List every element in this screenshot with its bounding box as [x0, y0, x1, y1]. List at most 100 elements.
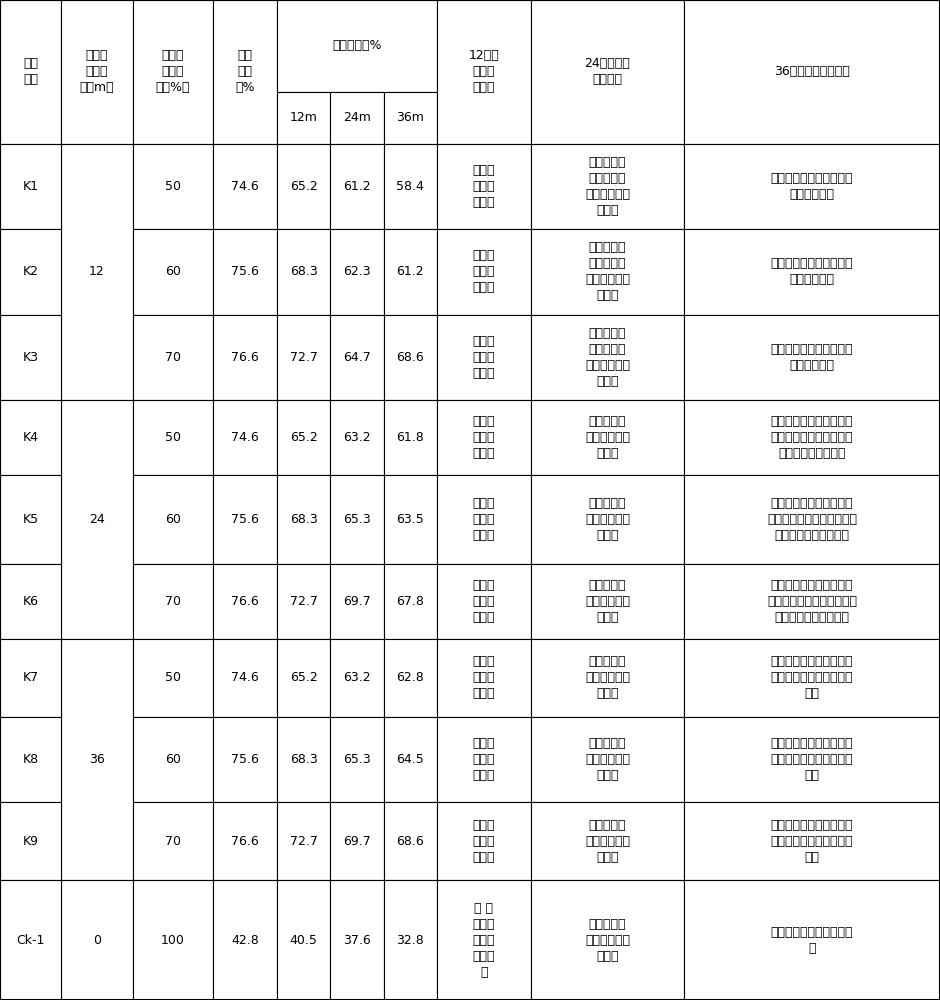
Bar — [531, 475, 684, 564]
Bar — [330, 315, 384, 400]
Text: 65.2: 65.2 — [290, 671, 318, 684]
Bar — [531, 717, 684, 802]
Text: K1: K1 — [23, 180, 39, 193]
Bar — [212, 0, 277, 144]
Bar — [212, 717, 277, 802]
Text: K9: K9 — [23, 835, 39, 848]
Text: 成苗率进一步降低，种苗
生物量积累少: 成苗率进一步降低，种苗 生物量积累少 — [771, 257, 854, 286]
Bar — [384, 639, 437, 717]
Bar — [684, 564, 940, 639]
Text: 61.2: 61.2 — [343, 180, 370, 193]
Text: 76.6: 76.6 — [231, 595, 259, 608]
Text: 62.8: 62.8 — [397, 671, 424, 684]
Bar — [437, 315, 531, 400]
Bar — [0, 400, 61, 475]
Text: 50: 50 — [164, 671, 180, 684]
Text: 12: 12 — [89, 265, 105, 278]
Bar — [61, 639, 133, 880]
Text: 75.6: 75.6 — [231, 513, 259, 526]
Bar — [531, 880, 684, 1000]
Bar — [330, 639, 384, 717]
Text: 70: 70 — [164, 351, 180, 364]
Bar — [0, 564, 61, 639]
Text: 64.5: 64.5 — [397, 753, 424, 766]
Bar — [61, 880, 133, 1000]
Bar — [384, 717, 437, 802]
Bar — [531, 400, 684, 475]
Text: 50: 50 — [164, 431, 180, 444]
Text: 74.6: 74.6 — [231, 671, 259, 684]
Text: 76.6: 76.6 — [231, 835, 259, 848]
Bar — [684, 144, 940, 229]
Bar — [212, 802, 277, 880]
Bar — [437, 880, 531, 1000]
Bar — [531, 802, 684, 880]
Text: 100: 100 — [161, 934, 185, 947]
Bar — [0, 802, 61, 880]
Bar — [684, 315, 940, 400]
Bar — [330, 229, 384, 315]
Text: 67.8: 67.8 — [396, 595, 424, 608]
Text: 24m: 24m — [343, 111, 371, 124]
Text: K2: K2 — [23, 265, 39, 278]
Text: 64.7: 64.7 — [343, 351, 370, 364]
Text: 存活率较对
照高，地上部
分发达: 存活率较对 照高，地上部 分发达 — [585, 655, 630, 700]
Text: 63.2: 63.2 — [343, 431, 370, 444]
Bar — [0, 717, 61, 802]
Text: 65.3: 65.3 — [343, 753, 370, 766]
Bar — [531, 564, 684, 639]
Bar — [133, 802, 212, 880]
Text: 74.6: 74.6 — [231, 431, 259, 444]
Text: 成活率
高，出
苗整齐: 成活率 高，出 苗整齐 — [473, 335, 495, 380]
Bar — [212, 880, 277, 1000]
Bar — [133, 880, 212, 1000]
Text: K3: K3 — [23, 351, 39, 364]
Bar — [330, 564, 384, 639]
Text: 成 活
低，地
上茎叶
生物量
低: 成 活 低，地 上茎叶 生物量 低 — [473, 902, 495, 979]
Bar — [437, 717, 531, 802]
Text: 63.5: 63.5 — [397, 513, 424, 526]
Bar — [277, 802, 330, 880]
Bar — [437, 564, 531, 639]
Text: 成苗率进一步降低，种苗
生物量积累少: 成苗率进一步降低，种苗 生物量积累少 — [771, 343, 854, 372]
Text: 12个月
后苗生
长状况: 12个月 后苗生 长状况 — [468, 49, 499, 94]
Bar — [61, 0, 133, 144]
Text: 50: 50 — [164, 180, 180, 193]
Text: 存活率较对照高，地上部
分较发达，地下生物量积
累低: 存活率较对照高，地上部 分较发达，地下生物量积 累低 — [771, 819, 854, 864]
Bar — [330, 400, 384, 475]
Text: 存活率进一
步降低，地上
生物量: 存活率进一 步降低，地上 生物量 — [585, 918, 630, 963]
Bar — [212, 639, 277, 717]
Text: 存活率较其
他处理组降
低，地下生物
量增多: 存活率较其 他处理组降 低，地下生物 量增多 — [585, 241, 630, 302]
Bar — [277, 315, 330, 400]
Bar — [330, 802, 384, 880]
Bar — [212, 315, 277, 400]
Text: 68.3: 68.3 — [290, 265, 318, 278]
Text: 种苗成活率%: 种苗成活率% — [332, 39, 382, 52]
Bar — [133, 717, 212, 802]
Text: 成苗率进一步降低，种苗
生物量积累少: 成苗率进一步降低，种苗 生物量积累少 — [771, 172, 854, 201]
Text: 存活率较对
照高，地上部
分发达: 存活率较对 照高，地上部 分发达 — [585, 579, 630, 624]
Bar — [384, 400, 437, 475]
Bar — [531, 229, 684, 315]
Text: 存活率较对
照高，地上部
分发达: 存活率较对 照高，地上部 分发达 — [585, 737, 630, 782]
Text: 68.3: 68.3 — [290, 513, 318, 526]
Bar — [212, 564, 277, 639]
Text: 成活率
高，出
苗整齐: 成活率 高，出 苗整齐 — [473, 655, 495, 700]
Text: Ck-1: Ck-1 — [16, 934, 45, 947]
Bar — [212, 475, 277, 564]
Bar — [384, 802, 437, 880]
Text: 成活率
高，出
苗整齐: 成活率 高，出 苗整齐 — [473, 819, 495, 864]
Bar — [384, 475, 437, 564]
Bar — [0, 315, 61, 400]
Text: 58.4: 58.4 — [396, 180, 424, 193]
Bar — [684, 0, 940, 144]
Bar — [0, 0, 61, 144]
Bar — [0, 144, 61, 229]
Text: K4: K4 — [23, 431, 39, 444]
Text: 存活率较其
他处理组降
低，地下生物
量增多: 存活率较其 他处理组降 低，地下生物 量增多 — [585, 327, 630, 388]
Text: 36: 36 — [89, 753, 105, 766]
Bar — [0, 475, 61, 564]
Bar — [212, 400, 277, 475]
Bar — [277, 880, 330, 1000]
Bar — [684, 639, 940, 717]
